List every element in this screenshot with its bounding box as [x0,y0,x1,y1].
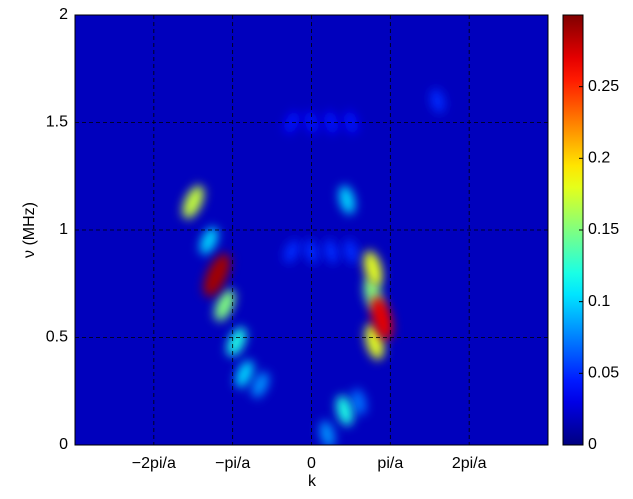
heat-spot [351,389,367,415]
y-tick-label: 2 [59,6,68,23]
x-tick-label: pi/a [377,455,403,472]
heat-spot [251,372,269,398]
heat-spot [324,239,339,264]
colorbar-tick-label: 0.1 [588,293,610,310]
heat-spot [338,185,356,215]
heat-spot [343,239,359,264]
y-tick-label: 1 [59,221,68,238]
heat-spot [214,289,235,322]
colorbar-tick-label: 0.15 [588,221,619,238]
x-axis-label: k [308,473,317,490]
plot-frame [74,14,549,446]
heat-spot [370,296,393,341]
heat-spot [182,185,204,219]
heat-spot [283,239,300,264]
x-tick-label: 2pi/a [452,455,487,472]
heat-spot [199,227,219,255]
colorbar-tick-label: 0.25 [588,78,619,95]
heat-spot [336,395,353,426]
heat-spot [324,110,339,135]
x-tick-label: −2pi/a [132,455,176,472]
heat-spot [227,327,247,357]
y-tick-label: 0.5 [46,329,68,346]
y-tick-label: 1.5 [46,114,68,131]
heat-spot [235,360,254,388]
x-tick-label: 0 [307,455,316,472]
heat-spot [304,239,319,264]
y-tick-label: 0 [59,436,68,453]
x-tick-label: −pi/a [215,455,250,472]
heat-spot [363,250,383,287]
heat-spot [203,253,231,297]
y-axis-label: ν (MHz) [21,202,38,258]
colorbar-tick-label: 0.05 [588,365,619,382]
colorbar-tick-label: 0.2 [588,150,610,167]
colorbar-tick-label: 0 [588,436,597,453]
heat-spot [284,111,300,134]
heat-spot [319,420,335,445]
heat-spot [430,88,445,114]
